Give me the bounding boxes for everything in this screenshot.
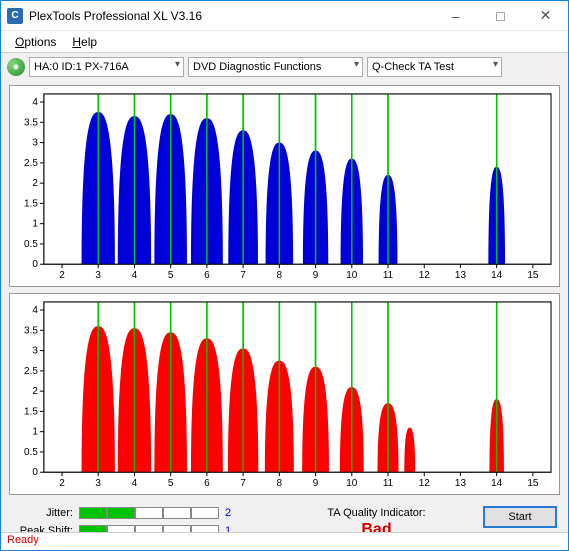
test-select[interactable]: Q-Check TA Test [367,57,502,77]
svg-text:5: 5 [168,270,174,281]
svg-text:10: 10 [346,270,358,281]
svg-text:11: 11 [383,478,394,489]
peakshift-label: Peak Shift: [13,525,73,532]
svg-text:1.5: 1.5 [24,198,38,209]
function-select[interactable]: DVD Diagnostic Functions [188,57,363,77]
toolbar: ● HA:0 ID:1 PX-716A DVD Diagnostic Funct… [1,53,568,81]
svg-text:2: 2 [32,386,38,397]
svg-text:3: 3 [95,478,101,489]
svg-text:2.5: 2.5 [24,366,38,377]
titlebar: C PlexTools Professional XL V3.16 – □ ✕ [1,1,568,31]
svg-text:2: 2 [59,270,65,281]
svg-text:14: 14 [491,270,503,281]
svg-text:10: 10 [346,478,358,489]
svg-text:7: 7 [240,478,246,489]
peakshift-row: Peak Shift: 1 [13,525,239,532]
window-title: PlexTools Professional XL V3.16 [29,9,433,23]
peakshift-value: 1 [225,525,239,532]
ta-indicator-value: Bad [361,521,391,532]
svg-text:6: 6 [204,270,210,281]
statusbar: Ready [1,532,568,550]
svg-text:2: 2 [32,178,38,189]
svg-text:4: 4 [32,305,38,316]
svg-text:3.5: 3.5 [24,117,38,128]
svg-text:9: 9 [313,478,319,489]
menu-help[interactable]: Help [64,33,105,51]
svg-text:1: 1 [32,427,38,438]
status-text: Ready [7,534,39,546]
svg-text:11: 11 [383,270,394,281]
svg-text:0.5: 0.5 [24,447,38,458]
jitter-label: Jitter: [13,507,73,519]
menubar: Options Help [1,31,568,53]
svg-text:0.5: 0.5 [24,239,38,250]
svg-text:13: 13 [455,478,467,489]
chart-bottom: 0 0.5 1 1.5 2 2.5 3 3.5 4 2 3 4 5 6 7 8 9 10 11 12 13 14 15 [9,293,560,495]
svg-text:7: 7 [240,270,246,281]
svg-text:6: 6 [204,478,210,489]
menu-options[interactable]: Options [7,33,64,51]
svg-text:9: 9 [313,270,319,281]
jitter-row: Jitter: 2 [13,507,239,519]
svg-text:4: 4 [132,270,138,281]
svg-text:3.5: 3.5 [24,325,38,336]
svg-text:4: 4 [132,478,138,489]
svg-text:15: 15 [527,478,539,489]
svg-text:1: 1 [32,219,38,230]
close-button[interactable]: ✕ [523,1,568,30]
svg-text:3: 3 [32,346,38,357]
start-button[interactable]: Start [484,507,556,527]
svg-text:5: 5 [168,478,174,489]
svg-text:2.5: 2.5 [24,158,38,169]
svg-text:1.5: 1.5 [24,406,38,417]
maximize-button[interactable]: □ [478,1,523,30]
svg-text:15: 15 [527,270,539,281]
ta-indicator-label: TA Quality Indicator: [327,507,425,519]
svg-text:0: 0 [32,467,38,478]
svg-text:12: 12 [419,478,431,489]
jitter-value: 2 [225,507,239,519]
minimize-button[interactable]: – [433,1,478,30]
svg-text:8: 8 [277,270,283,281]
svg-text:2: 2 [59,478,65,489]
metrics-panel: Jitter: 2 Peak Shift: 1 TA Quality Indic… [9,501,560,532]
app-icon: C [7,8,23,24]
drive-status-icon: ● [7,58,25,76]
svg-text:12: 12 [419,270,431,281]
svg-text:4: 4 [32,97,38,108]
svg-text:13: 13 [455,270,467,281]
chart-top: 0 0.5 1 1.5 2 2.5 3 3.5 4 2 3 4 5 6 7 8 9 10 11 12 13 14 15 [9,85,560,287]
svg-text:14: 14 [491,478,503,489]
svg-text:3: 3 [32,138,38,149]
svg-text:0: 0 [32,259,38,270]
peakshift-bar [79,525,219,532]
svg-text:3: 3 [95,270,101,281]
jitter-bar [79,507,219,519]
drive-select[interactable]: HA:0 ID:1 PX-716A [29,57,184,77]
svg-text:8: 8 [277,478,283,489]
